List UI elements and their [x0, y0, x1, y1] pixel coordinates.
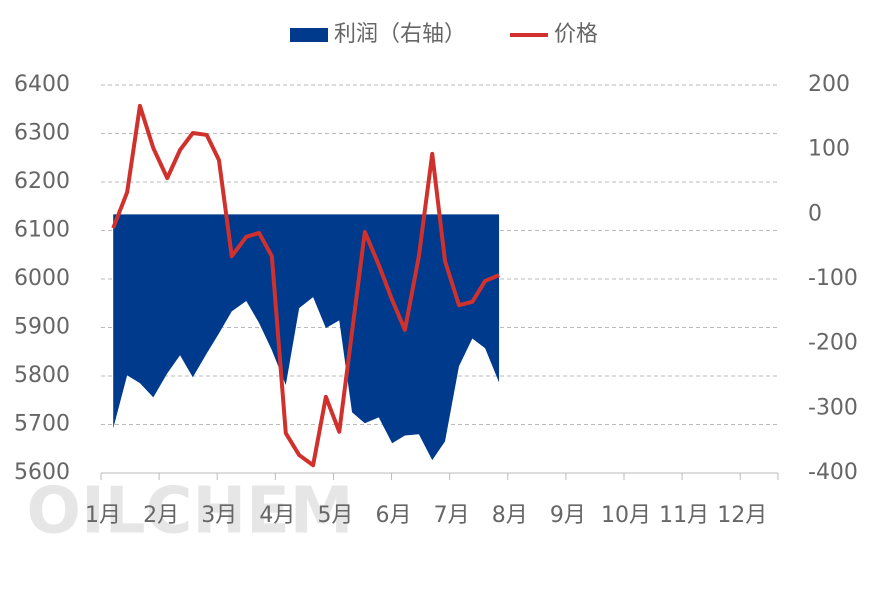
profit-area — [113, 214, 500, 461]
y-tick-label: 6200 — [14, 169, 70, 194]
y-tick-label: 5900 — [14, 315, 70, 340]
legend-label: 利润（右轴） — [334, 22, 466, 47]
x-tick-label: 7月 — [434, 503, 470, 528]
y2-tick-label: -300 — [808, 395, 858, 420]
x-tick-label: 11月 — [659, 503, 709, 528]
y2-tick-label: -400 — [808, 460, 858, 485]
x-tick-label: 12月 — [717, 503, 767, 528]
legend-label: 价格 — [554, 22, 598, 47]
y2-tick-label: -100 — [808, 266, 858, 291]
x-tick-label: 8月 — [492, 503, 528, 528]
legend-swatch — [290, 28, 328, 42]
watermark: OILCHEM — [27, 475, 354, 549]
y2-tick-label: 0 — [808, 201, 822, 226]
x-tick-label: 1月 — [85, 503, 121, 528]
x-tick-label: 4月 — [259, 503, 295, 528]
y-tick-label: 6000 — [14, 266, 70, 291]
y2-tick-label: 100 — [808, 137, 850, 162]
y-tick-label: 5700 — [14, 412, 70, 437]
x-tick-label: 10月 — [601, 503, 651, 528]
x-tick-label: 9月 — [550, 503, 586, 528]
x-tick-label: 2月 — [143, 503, 179, 528]
y-tick-label: 6300 — [14, 121, 70, 146]
x-tick-label: 3月 — [201, 503, 237, 528]
y-tick-label: 6100 — [14, 218, 70, 243]
x-tick-label: 5月 — [317, 503, 353, 528]
price-line — [111, 103, 500, 468]
x-tick-label: 6月 — [376, 503, 412, 528]
y2-tick-label: 200 — [808, 72, 850, 97]
y-tick-label: 6400 — [14, 72, 70, 97]
y2-tick-label: -200 — [808, 331, 858, 356]
y-tick-label: 5800 — [14, 363, 70, 388]
y-tick-label: 5600 — [14, 460, 70, 485]
